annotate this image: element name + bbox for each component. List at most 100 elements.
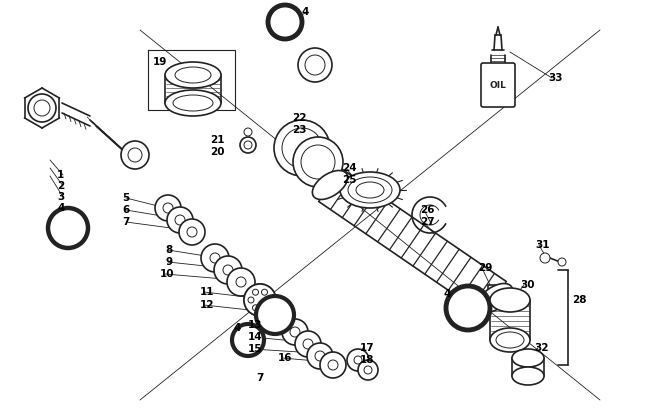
Circle shape — [307, 343, 333, 369]
Circle shape — [179, 219, 205, 245]
Text: 30: 30 — [520, 280, 534, 290]
Circle shape — [34, 100, 50, 116]
Circle shape — [128, 148, 142, 162]
Ellipse shape — [356, 182, 384, 198]
Circle shape — [187, 227, 197, 237]
Circle shape — [28, 94, 56, 122]
Ellipse shape — [340, 172, 400, 208]
Text: 22: 22 — [292, 113, 307, 123]
Text: 4: 4 — [234, 323, 241, 333]
Ellipse shape — [313, 171, 348, 199]
Ellipse shape — [165, 62, 221, 88]
Circle shape — [232, 324, 264, 356]
Text: 21: 21 — [210, 135, 224, 145]
Text: 1: 1 — [57, 170, 64, 180]
Text: 11: 11 — [200, 287, 214, 297]
Text: 20: 20 — [210, 147, 224, 157]
Text: 9: 9 — [165, 257, 172, 267]
Ellipse shape — [165, 90, 221, 116]
Circle shape — [240, 137, 256, 153]
Text: 31: 31 — [535, 240, 549, 250]
Circle shape — [358, 360, 378, 380]
Ellipse shape — [173, 95, 213, 111]
Text: 4: 4 — [57, 203, 64, 213]
Text: 7: 7 — [256, 373, 263, 383]
Circle shape — [301, 145, 335, 179]
Circle shape — [446, 286, 490, 330]
Text: 24: 24 — [342, 163, 357, 173]
Text: 7: 7 — [122, 217, 129, 227]
Circle shape — [268, 308, 282, 322]
Text: 25: 25 — [342, 175, 356, 185]
FancyBboxPatch shape — [481, 63, 515, 107]
Circle shape — [320, 352, 346, 378]
Circle shape — [295, 331, 321, 357]
Circle shape — [298, 48, 332, 82]
Circle shape — [328, 360, 338, 370]
Circle shape — [252, 289, 259, 295]
Text: 8: 8 — [165, 245, 172, 255]
Circle shape — [155, 195, 181, 221]
Text: 4: 4 — [302, 7, 309, 17]
Circle shape — [282, 128, 322, 168]
Circle shape — [266, 297, 272, 303]
Ellipse shape — [512, 367, 544, 385]
Circle shape — [163, 203, 173, 213]
Ellipse shape — [477, 284, 513, 312]
Text: 27: 27 — [420, 217, 435, 227]
Text: 28: 28 — [572, 295, 586, 305]
Text: 29: 29 — [478, 263, 493, 273]
Circle shape — [261, 305, 268, 311]
Circle shape — [227, 268, 255, 296]
Ellipse shape — [490, 288, 530, 312]
Text: 18: 18 — [360, 355, 374, 365]
Text: 5: 5 — [122, 193, 129, 203]
Circle shape — [223, 265, 233, 275]
Circle shape — [261, 289, 268, 295]
Circle shape — [244, 141, 252, 149]
Circle shape — [315, 351, 325, 361]
Circle shape — [303, 339, 313, 349]
Text: 19: 19 — [153, 57, 168, 67]
Text: 17: 17 — [360, 343, 374, 353]
Circle shape — [254, 294, 266, 306]
Circle shape — [48, 208, 88, 248]
Circle shape — [244, 284, 276, 316]
Circle shape — [282, 319, 308, 345]
Text: 3: 3 — [57, 192, 64, 202]
Circle shape — [305, 55, 325, 75]
Text: 6: 6 — [122, 205, 129, 215]
Circle shape — [201, 244, 229, 272]
Circle shape — [252, 305, 259, 311]
Text: 33: 33 — [548, 73, 562, 83]
Circle shape — [293, 137, 343, 187]
Circle shape — [121, 141, 149, 169]
Text: 32: 32 — [534, 343, 549, 353]
Text: OIL: OIL — [489, 80, 506, 90]
Ellipse shape — [496, 332, 524, 348]
Text: 14: 14 — [248, 332, 263, 342]
Text: 4: 4 — [444, 289, 451, 299]
Circle shape — [540, 253, 550, 263]
Circle shape — [236, 277, 246, 287]
Circle shape — [244, 128, 252, 136]
Circle shape — [248, 297, 254, 303]
Text: 16: 16 — [278, 353, 292, 363]
Circle shape — [268, 5, 302, 39]
Circle shape — [256, 296, 294, 334]
Circle shape — [290, 327, 300, 337]
Circle shape — [558, 258, 566, 266]
Ellipse shape — [490, 328, 530, 352]
Circle shape — [175, 215, 185, 225]
Text: 10: 10 — [160, 269, 174, 279]
Ellipse shape — [512, 349, 544, 367]
Ellipse shape — [348, 177, 392, 203]
Circle shape — [167, 207, 193, 233]
Circle shape — [364, 366, 372, 374]
Circle shape — [347, 349, 369, 371]
Circle shape — [256, 296, 294, 334]
Circle shape — [214, 256, 242, 284]
Circle shape — [210, 253, 220, 263]
Text: 15: 15 — [248, 344, 263, 354]
Text: 13: 13 — [248, 320, 263, 330]
